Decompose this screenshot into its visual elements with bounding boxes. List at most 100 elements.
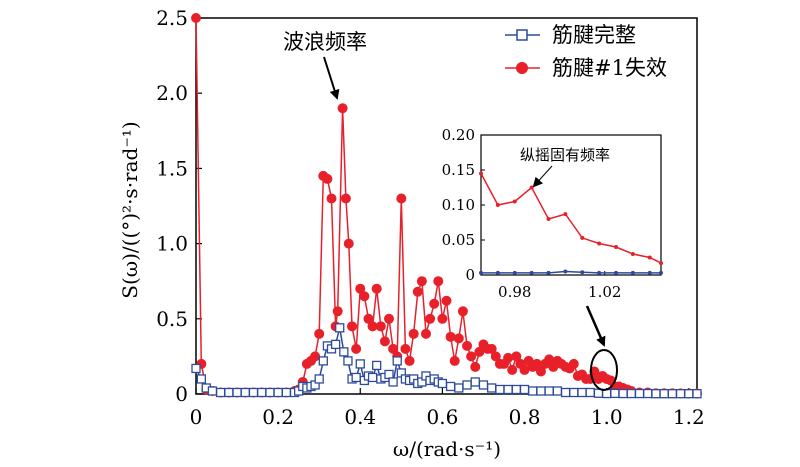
- point-intact: [626, 388, 636, 399]
- wave-frequency-label: 波浪频率: [283, 30, 367, 54]
- wave-frequency-arrow: [323, 56, 340, 100]
- legend: 筋腱完整 筋腱#1失效: [505, 23, 667, 80]
- point-failure: [326, 193, 337, 204]
- point-failure: [340, 193, 351, 204]
- point-failure: [404, 355, 415, 366]
- point-failure: [511, 351, 522, 362]
- point-failure: [396, 193, 407, 204]
- inset-y-axis-ticks: 0 0.05 0.10 0.15 0.20: [442, 126, 485, 284]
- inset-point-intact: [563, 269, 568, 274]
- point-intact: [585, 387, 595, 398]
- point-failure: [568, 358, 579, 369]
- legend-marker-intact: [516, 29, 528, 41]
- point-intact: [560, 387, 571, 398]
- point-failure: [388, 343, 399, 354]
- inset-point-intact: [614, 270, 618, 275]
- point-failure: [466, 351, 477, 362]
- point-failure: [337, 103, 348, 114]
- main-plot-frame: [195, 17, 698, 395]
- inset-point-intact: [659, 270, 663, 275]
- main-y-tick-label: 2.0: [156, 81, 188, 105]
- point-failure: [453, 333, 464, 344]
- point-failure: [416, 276, 427, 287]
- main-x-tick-label: 0.6: [426, 405, 458, 429]
- point-intact: [240, 387, 250, 398]
- point-failure: [359, 291, 370, 302]
- point-intact: [437, 378, 448, 389]
- inset-point-failure: [647, 255, 652, 260]
- main-y-tick-label: 0.5: [156, 307, 188, 331]
- inset-plot: 0 0.05 0.10 0.15 0.20 0.98 1.02 纵摇固有频率: [442, 126, 663, 301]
- point-intact: [265, 387, 275, 398]
- point-intact: [470, 377, 480, 387]
- point-failure: [379, 336, 390, 347]
- inset-point-failure: [614, 245, 618, 249]
- point-failure: [384, 313, 395, 324]
- point-intact: [343, 356, 353, 366]
- point-failure: [351, 343, 362, 354]
- point-failure: [474, 346, 485, 357]
- main-x-tick-label: 0.4: [344, 405, 376, 429]
- point-failure: [544, 354, 555, 365]
- inset-plot-frame: [480, 134, 662, 276]
- point-intact: [577, 387, 587, 398]
- point-intact: [281, 387, 291, 398]
- point-intact: [367, 372, 378, 383]
- point-failure: [503, 352, 514, 363]
- inset-point-intact: [479, 270, 483, 275]
- point-intact: [684, 389, 694, 399]
- main-x-axis-ticks: 0 0.2 0.4 0.6 0.8 1.0 1.2: [190, 388, 705, 429]
- point-intact: [232, 387, 242, 398]
- inset-point-failure: [580, 235, 585, 240]
- point-failure: [332, 306, 343, 317]
- inset-point-failure: [529, 185, 534, 190]
- point-intact: [462, 380, 472, 390]
- inset-y-tick-label: 0.15: [442, 161, 475, 179]
- point-intact: [191, 363, 201, 374]
- point-failure: [429, 298, 440, 309]
- point-failure: [486, 343, 497, 354]
- main-x-tick-label: 0.8: [509, 405, 541, 429]
- inset-point-intact: [546, 270, 551, 275]
- point-failure: [425, 313, 436, 324]
- point-failure: [519, 364, 530, 375]
- point-intact: [667, 389, 678, 399]
- point-failure: [367, 321, 378, 332]
- legend-label-intact: 筋腱完整: [552, 23, 636, 47]
- point-intact: [388, 377, 398, 387]
- inset-point-intact: [495, 270, 500, 275]
- y-axis-label: S(ω)/((°)²·s·rad⁻¹): [118, 121, 142, 298]
- point-intact: [519, 384, 530, 395]
- point-intact: [351, 372, 361, 383]
- point-intact: [196, 374, 206, 384]
- point-intact: [318, 356, 328, 366]
- point-failure: [531, 358, 542, 369]
- main-plot: 0 0.5 1.0 1.5 2.0 2.5 0 0.2 0.4 0.6 0.8 1.0 1.2 S(ω…: [118, 6, 705, 461]
- inset-series-group: [479, 171, 663, 275]
- inset-y-tick-label: 0.10: [442, 196, 475, 214]
- point-failure: [375, 321, 386, 332]
- point-failure: [507, 364, 518, 375]
- point-intact: [511, 384, 521, 395]
- point-intact: [330, 339, 341, 350]
- point-intact: [335, 323, 345, 333]
- point-failure: [322, 173, 333, 184]
- point-failure: [449, 355, 460, 366]
- point-intact: [643, 388, 653, 399]
- point-intact: [454, 383, 464, 393]
- point-intact: [544, 386, 554, 396]
- inset-point-failure: [630, 252, 635, 256]
- main-y-axis-ticks: 0 0.5 1.0 1.5 2.0 2.5: [156, 6, 202, 406]
- point-intact: [487, 383, 497, 393]
- main-x-tick-label: 1.0: [591, 405, 623, 429]
- point-intact: [314, 374, 324, 384]
- point-intact: [552, 386, 563, 396]
- point-failure: [314, 328, 325, 339]
- inset-point-intact: [529, 270, 534, 275]
- point-intact: [528, 386, 538, 396]
- point-failure: [355, 283, 366, 294]
- point-failure: [420, 328, 431, 339]
- point-failure: [433, 276, 444, 287]
- point-failure: [310, 351, 321, 362]
